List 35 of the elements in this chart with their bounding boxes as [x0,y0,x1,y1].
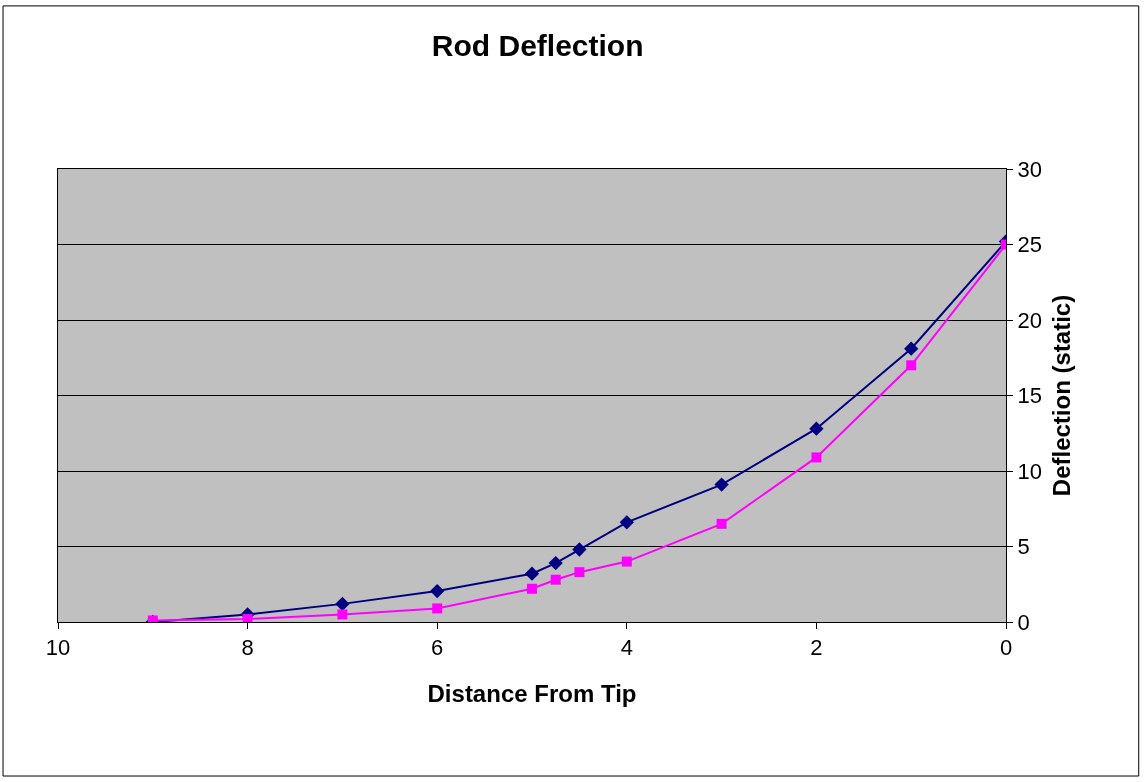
point [550,574,561,585]
y-tick-label: 10 [1017,458,1042,484]
point [432,603,443,614]
point [242,613,253,622]
y-tick-label: 30 [1017,156,1042,182]
point [430,583,445,599]
x-tick-label: 6 [431,635,444,661]
point [811,452,822,463]
y-axis-title: Deflection (static) [1048,294,1076,497]
point [524,566,540,581]
x-tick-label: 2 [810,635,823,661]
y-tick-label: 15 [1017,383,1042,409]
x-tick-label: 8 [241,635,254,661]
point [548,555,563,571]
point [335,596,350,612]
point [906,360,917,371]
x-axis-title: Distance From Tip [427,679,637,707]
chart-title: Rod Deflection [431,29,644,63]
y-tick-label: 20 [1017,307,1042,333]
point [904,341,919,356]
point [714,477,729,492]
point [809,421,824,436]
point [621,556,632,567]
x-tick-label: 4 [620,635,633,661]
point [572,542,587,557]
x-tick-label: 0 [999,635,1013,661]
y-tick-label: 0 [1017,609,1030,635]
x-tick-label: 10 [45,635,71,661]
y-tick-label: 5 [1017,534,1030,560]
point [337,609,348,620]
point [716,518,727,529]
point [619,515,634,530]
point [574,567,585,578]
point [527,583,537,594]
y-tick-label: 25 [1017,232,1042,258]
